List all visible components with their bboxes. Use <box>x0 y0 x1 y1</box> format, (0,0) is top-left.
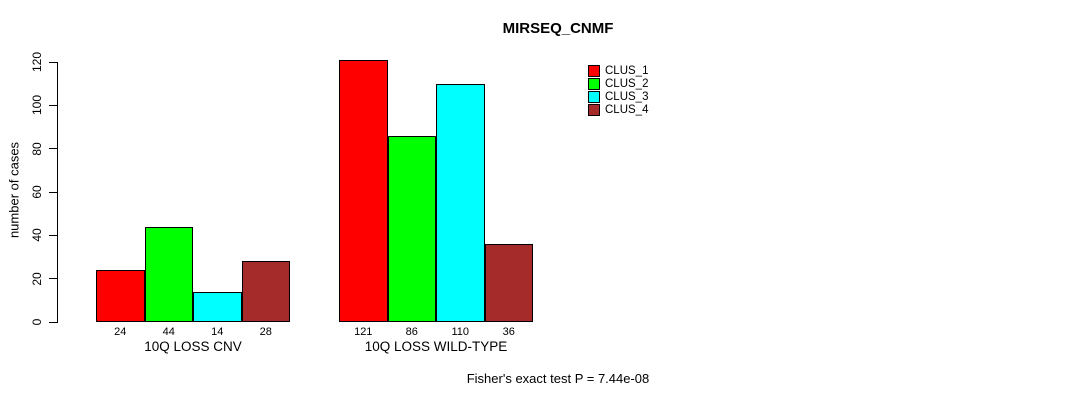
y-axis-tick-label: 40 <box>30 228 44 243</box>
y-axis-tick <box>49 321 57 323</box>
y-axis-tick <box>49 191 57 193</box>
bar-value-label: 121 <box>354 326 373 338</box>
bar-clus_4 <box>484 244 533 322</box>
y-axis-tick <box>49 278 57 280</box>
bar-value-label: 14 <box>211 326 224 338</box>
legend-swatch-icon <box>588 104 600 116</box>
y-axis-tick <box>49 148 57 150</box>
y-axis-tick-label: 100 <box>30 95 44 116</box>
y-axis-tick-label: 60 <box>30 185 44 199</box>
bar-clus_2 <box>144 226 193 322</box>
bar-clus_1 <box>96 270 145 322</box>
bar-clus_4 <box>241 261 290 322</box>
group-label: 10Q LOSS CNV <box>144 339 242 354</box>
legend-item: CLUS_2 <box>588 78 648 90</box>
legend-item: CLUS_3 <box>588 91 648 103</box>
bar-value-label: 28 <box>259 326 272 338</box>
y-axis-tick-label: 0 <box>30 318 44 326</box>
bar-value-label: 86 <box>405 326 418 338</box>
legend-label: CLUS_4 <box>605 104 649 116</box>
y-axis-line <box>57 62 58 323</box>
legend-label: CLUS_3 <box>605 91 649 103</box>
y-axis-tick-label: 20 <box>30 271 44 286</box>
bar-value-label: 110 <box>451 326 470 338</box>
legend-label: CLUS_2 <box>605 78 649 90</box>
legend-item: CLUS_4 <box>588 104 648 116</box>
legend-swatch-icon <box>588 78 600 90</box>
bar-value-label: 44 <box>162 326 175 338</box>
group-label: 10Q LOSS WILD-TYPE <box>364 339 508 354</box>
y-axis-tick <box>49 61 57 63</box>
legend-label: CLUS_1 <box>605 65 649 77</box>
y-axis-tick-label: 120 <box>30 51 44 73</box>
bar-clus_1 <box>339 59 388 322</box>
y-axis-tick <box>49 104 57 106</box>
fisher-test-annotation: Fisher's exact test P = 7.44e-08 <box>466 371 650 386</box>
bar-value-label: 36 <box>502 326 515 338</box>
legend-item: CLUS_1 <box>588 65 648 77</box>
bar-clus_3 <box>436 83 485 322</box>
bar-clus_3 <box>193 291 242 322</box>
y-axis-tick <box>49 234 57 236</box>
legend: CLUS_1 CLUS_2 CLUS_3 CLUS_4 <box>588 65 648 117</box>
bar-clus_2 <box>387 135 436 322</box>
y-axis-tick-label: 80 <box>30 141 44 156</box>
legend-swatch-icon <box>588 65 600 77</box>
bar-value-label: 24 <box>114 326 127 338</box>
y-axis-label: number of cases <box>6 141 22 239</box>
chart-title: MIRSEQ_CNMF <box>502 20 614 37</box>
legend-swatch-icon <box>588 91 600 103</box>
